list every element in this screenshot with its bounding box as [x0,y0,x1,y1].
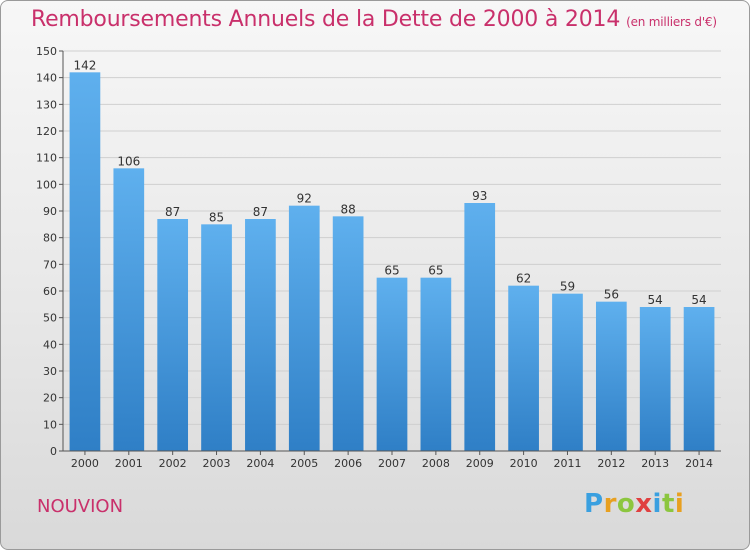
bar [639,307,671,451]
y-tick-label: 30 [43,365,57,378]
x-tick-label: 2006 [334,457,362,470]
y-tick-label: 130 [36,98,57,111]
x-tick-label: 2001 [115,457,143,470]
bar-value-label: 106 [117,154,140,168]
logo-letter: i [674,489,685,519]
y-tick-label: 60 [43,285,57,298]
x-tick-label: 2012 [597,457,625,470]
y-tick-label: 10 [43,418,57,431]
bar-value-label: 92 [297,192,312,206]
x-tick-label: 2007 [378,457,406,470]
bar-value-label: 93 [472,189,487,203]
y-tick-label: 40 [43,338,57,351]
y-tick-label: 80 [43,232,57,245]
logo-letter: t [661,489,675,519]
chart-subtitle: (en milliers d'€) [626,15,717,29]
bar [508,285,539,451]
x-tick-label: 2004 [246,457,274,470]
y-tick-label: 150 [36,45,57,58]
x-tick-label: 2011 [553,457,581,470]
bar [201,224,232,451]
bar [464,203,496,451]
bar [376,277,408,451]
bar-value-label: 88 [340,202,355,216]
bar-value-label: 65 [428,264,443,278]
logo-letter: P [584,489,604,519]
logo-letter: x [635,489,653,519]
y-tick-label: 90 [43,205,57,218]
x-tick-label: 2009 [466,457,494,470]
chart-title-text: Remboursements Annuels de la Dette de 20… [31,7,621,32]
y-tick-label: 50 [43,312,57,325]
x-tick-label: 2014 [685,457,713,470]
bar-value-label: 56 [604,288,619,302]
bar [420,277,452,451]
bar [288,205,320,451]
bar-value-label: 142 [73,58,96,72]
bar-value-label: 87 [253,205,268,219]
bar-value-label: 59 [560,280,575,294]
bar [69,72,101,451]
x-tick-label: 2005 [290,457,318,470]
bar [595,301,627,451]
commune-name: NOUVION [37,496,124,517]
y-tick-label: 100 [36,178,57,191]
x-tick-label: 2013 [641,457,669,470]
x-tick-label: 2003 [203,457,231,470]
bar-value-label: 87 [165,205,180,219]
bar-value-label: 54 [648,293,663,307]
bar [552,293,583,451]
x-tick-label: 2000 [71,457,99,470]
x-tick-label: 2008 [422,457,450,470]
bar [332,216,364,451]
y-tick-label: 70 [43,258,57,271]
proxiti-logo: Proxiti [584,489,684,519]
bar-chart: 0 10 20 30 40 50 60 70 80 90 100 110 120 130 140 150 14… [36,45,721,470]
bar [113,168,145,452]
x-tick-label: 2010 [510,457,538,470]
y-tick-label: 140 [36,72,57,85]
y-tick-label: 110 [36,152,57,165]
logo-letter: r [603,489,617,519]
y-tick-label: 20 [43,392,57,405]
logo-letter: i [652,489,662,519]
bar-value-label: 65 [384,264,399,278]
bar-value-label: 85 [209,210,224,224]
bar [245,219,276,451]
logo-letter: o [616,489,636,519]
y-tick-label: 0 [50,445,57,458]
bar [683,307,715,451]
bar [157,219,189,451]
bar-value-label: 62 [516,272,531,286]
x-tick-label: 2002 [159,457,187,470]
chart-title: Remboursements Annuels de la Dette de 20… [31,7,717,32]
y-tick-label: 120 [36,125,57,138]
bar-value-label: 54 [691,293,706,307]
